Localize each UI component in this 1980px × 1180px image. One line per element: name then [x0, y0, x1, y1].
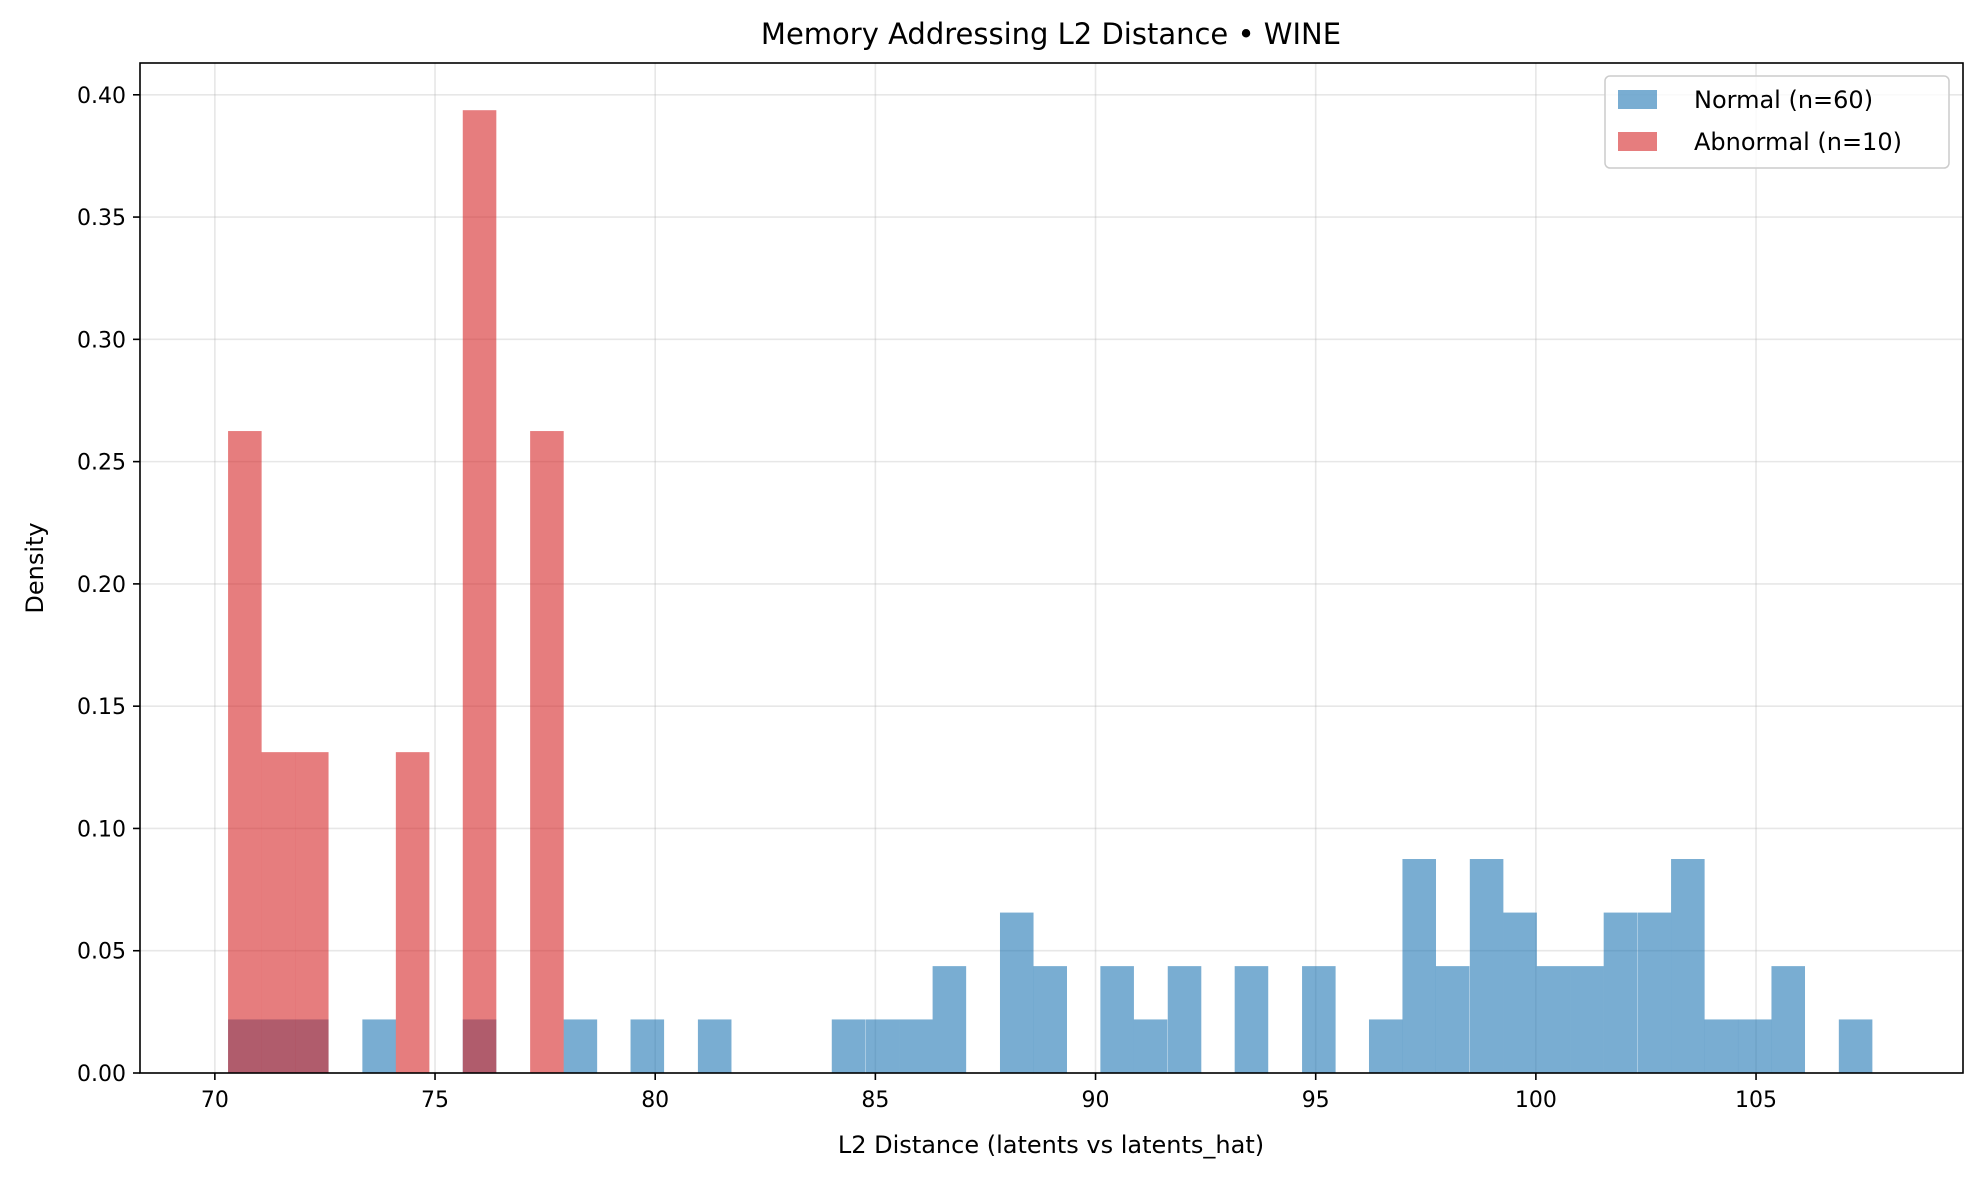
- histogram-bar: [294, 752, 329, 1073]
- histogram-bar: [999, 912, 1034, 1073]
- histogram-bar: [1704, 1019, 1739, 1073]
- axis-ticks: 70 75 80 85 90 95 100 105 0.00 0.05 0.10 0.15 0.20 0.…: [77, 84, 1777, 1113]
- histogram-bar: [1536, 966, 1571, 1073]
- x-tick-label: 85: [861, 1088, 889, 1113]
- y-tick-label: 0.40: [77, 84, 126, 109]
- x-tick-label: 100: [1515, 1088, 1557, 1113]
- histogram-bar: [1033, 966, 1067, 1073]
- histogram-bar: [1469, 859, 1504, 1073]
- histogram-bar: [563, 1019, 598, 1073]
- legend-label-abnormal: Abnormal (n=10): [1694, 128, 1902, 156]
- histogram-bar: [1402, 859, 1437, 1073]
- histogram-bar: [831, 1019, 866, 1073]
- histogram-bar: [362, 1019, 396, 1073]
- plot-frame: [139, 62, 1964, 1074]
- x-tick-label: 70: [201, 1088, 229, 1113]
- histogram-bars: [228, 110, 1873, 1073]
- histogram-bar: [261, 752, 296, 1073]
- histogram-bar: [697, 1019, 732, 1073]
- y-tick-label: 0.30: [77, 328, 126, 353]
- y-tick-label: 0.25: [77, 451, 126, 476]
- legend-box: [1604, 75, 1950, 169]
- chart-title: Memory Addressing L2 Distance • WINE: [761, 17, 1341, 51]
- histogram-bar: [1368, 1019, 1403, 1073]
- histogram-bar: [1302, 966, 1336, 1073]
- histogram-bar: [1234, 966, 1269, 1073]
- y-tick-label: 0.10: [77, 817, 126, 842]
- y-tick-label: 0.15: [77, 695, 126, 720]
- legend-swatch-normal: [1618, 90, 1657, 109]
- series-normal: [228, 859, 1873, 1073]
- histogram-bar: [1133, 1019, 1168, 1073]
- histogram-bar: [1570, 966, 1604, 1073]
- y-tick-label: 0.05: [77, 940, 126, 965]
- x-tick-label: 80: [641, 1088, 669, 1113]
- x-axis-label: L2 Distance (latents vs latents_hat): [838, 1131, 1264, 1159]
- histogram-bar: [1167, 966, 1202, 1073]
- x-tick-label: 90: [1082, 1088, 1110, 1113]
- histogram-bar: [530, 431, 564, 1073]
- legend-label-normal: Normal (n=60): [1694, 86, 1873, 114]
- legend-swatch-abnormal: [1618, 132, 1657, 151]
- plot-background: [140, 63, 1963, 1073]
- histogram-bar: [1671, 859, 1705, 1073]
- histogram-bar: [1603, 912, 1638, 1073]
- histogram-bar: [1771, 966, 1806, 1073]
- series-abnormal: [228, 110, 564, 1073]
- histogram-bar: [395, 752, 430, 1073]
- histogram-bar: [932, 966, 967, 1073]
- x-tick-label: 75: [421, 1088, 449, 1113]
- y-tick-label: 0.00: [77, 1062, 126, 1087]
- y-tick-label: 0.35: [77, 206, 126, 231]
- histogram-bar: [1503, 912, 1537, 1073]
- histogram-bar: [865, 1019, 900, 1073]
- histogram-bar: [1637, 912, 1672, 1073]
- histogram-bar: [1737, 1019, 1772, 1073]
- y-axis-label: Density: [21, 522, 49, 613]
- histogram-bar: [1838, 1019, 1873, 1073]
- legend: Normal (n=60) Abnormal (n=10): [1604, 75, 1950, 169]
- x-tick-label: 95: [1302, 1088, 1330, 1113]
- histogram-bar: [1100, 966, 1134, 1073]
- histogram-bar: [1435, 966, 1470, 1073]
- histogram-bar: [899, 1019, 933, 1073]
- y-tick-label: 0.20: [77, 573, 126, 598]
- histogram-bar: [462, 110, 497, 1073]
- x-tick-label: 105: [1735, 1088, 1777, 1113]
- histogram-bar: [228, 431, 262, 1073]
- histogram-bar: [630, 1019, 665, 1073]
